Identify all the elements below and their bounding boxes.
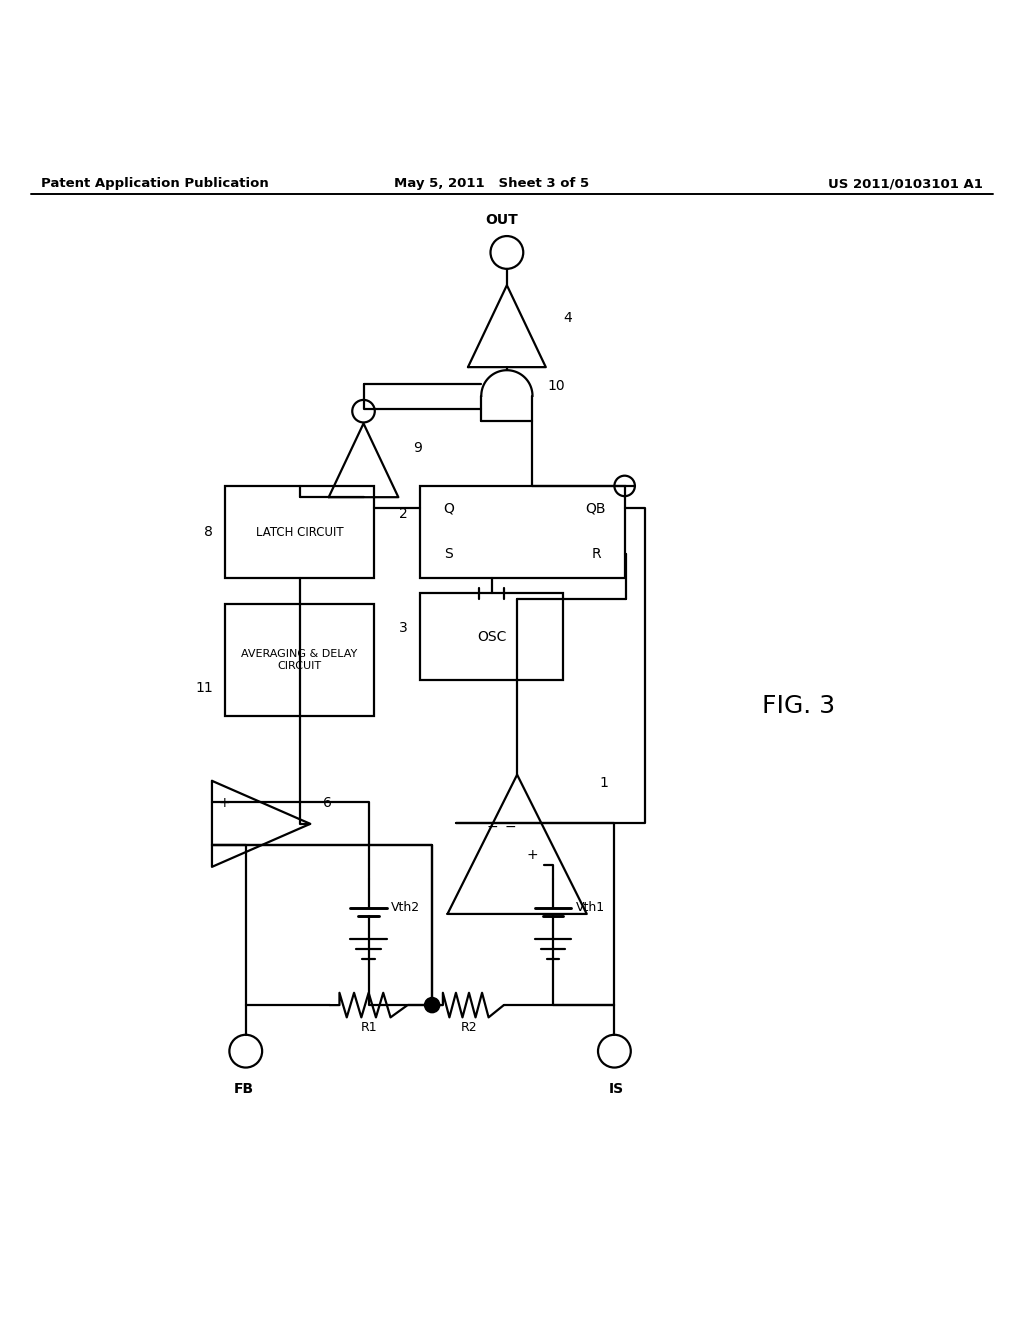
Text: 9: 9 xyxy=(413,441,422,455)
Text: 8: 8 xyxy=(204,525,213,539)
Text: Q: Q xyxy=(443,502,454,515)
Text: R2: R2 xyxy=(461,1022,477,1034)
Text: 3: 3 xyxy=(398,622,408,635)
Text: 1: 1 xyxy=(599,776,608,789)
Text: OSC: OSC xyxy=(477,630,506,644)
Text: FIG. 3: FIG. 3 xyxy=(762,694,836,718)
Bar xyxy=(225,603,374,717)
Text: −: − xyxy=(487,820,499,834)
Text: 2: 2 xyxy=(398,507,408,520)
Text: Vth1: Vth1 xyxy=(575,902,604,915)
Bar xyxy=(420,486,625,578)
Text: 10: 10 xyxy=(548,379,565,392)
Text: OUT: OUT xyxy=(485,213,518,227)
Text: 11: 11 xyxy=(196,681,213,696)
Text: Patent Application Publication: Patent Application Publication xyxy=(41,177,268,190)
Text: Vth2: Vth2 xyxy=(391,902,420,915)
Text: R: R xyxy=(591,546,601,561)
Text: LATCH CIRCUIT: LATCH CIRCUIT xyxy=(256,525,343,539)
Text: US 2011/0103101 A1: US 2011/0103101 A1 xyxy=(828,177,983,190)
Circle shape xyxy=(425,998,439,1012)
Text: May 5, 2011   Sheet 3 of 5: May 5, 2011 Sheet 3 of 5 xyxy=(394,177,590,190)
Text: +: + xyxy=(218,796,230,810)
Text: −: − xyxy=(505,820,516,834)
Bar xyxy=(420,594,563,681)
Text: FB: FB xyxy=(233,1082,254,1096)
Text: S: S xyxy=(444,546,453,561)
Text: IS: IS xyxy=(609,1082,624,1096)
Text: −: − xyxy=(218,837,230,851)
Bar xyxy=(225,486,374,578)
Text: 6: 6 xyxy=(323,796,332,810)
Text: 4: 4 xyxy=(563,312,572,325)
Text: QB: QB xyxy=(586,502,606,515)
Text: R1: R1 xyxy=(360,1022,377,1034)
Text: AVERAGING & DELAY
CIRCUIT: AVERAGING & DELAY CIRCUIT xyxy=(242,649,357,671)
Text: +: + xyxy=(526,847,539,862)
